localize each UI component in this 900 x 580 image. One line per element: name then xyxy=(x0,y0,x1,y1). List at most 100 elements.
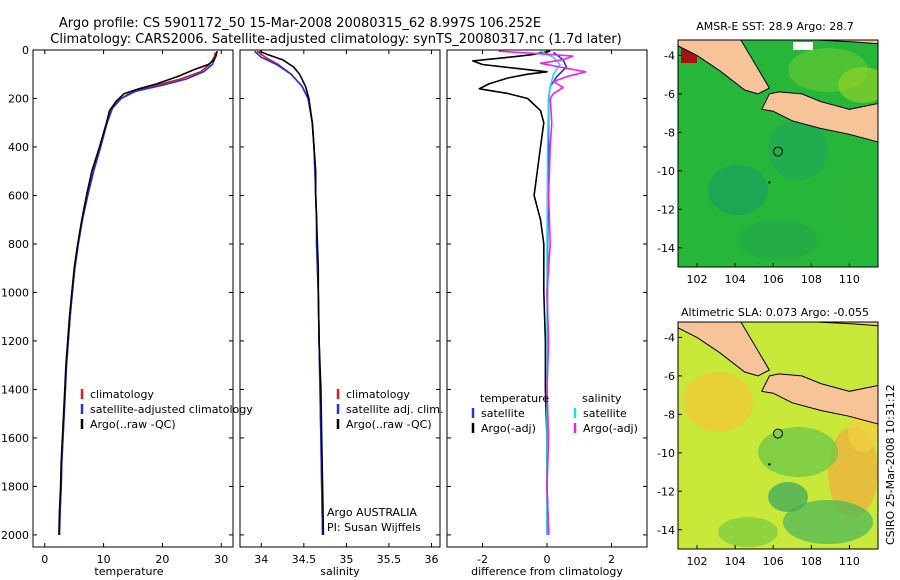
legend-entry: satellite xyxy=(481,407,525,420)
y-tick-label: 1600 xyxy=(1,432,29,445)
x-tick-label: 35.5 xyxy=(377,553,402,566)
y-tick-label: 1000 xyxy=(1,286,29,299)
x-tick-label: -2 xyxy=(477,553,488,566)
temperature-panel: 0 200 400 600 800 1000 1200 1400 1600 1800 2000 0 1… xyxy=(1,44,253,578)
map-x-tick-label: 104 xyxy=(725,273,746,286)
legend-entry: satellite adj. clim. xyxy=(346,403,443,416)
temperature-series xyxy=(58,51,218,535)
map-x-tick-label: 102 xyxy=(687,273,708,286)
series-line-blue xyxy=(58,52,218,535)
sla-map-title: Altimetric SLA: 0.073 Argo: -0.055 xyxy=(681,306,869,319)
difference-legend: temperature salinity satellite Argo(-adj) sa… xyxy=(471,392,638,435)
credit-label: CSIRO 25-Mar-2008 10:31:12 xyxy=(884,384,897,545)
salinity-panel: 34 34.5 35 35.5 36 salinity climatology satel… xyxy=(239,49,443,578)
map-y-tick-label: -14 xyxy=(657,524,675,537)
sst-map-body xyxy=(678,40,878,267)
temperature-legend: climatology satellite-adjusted climatolog… xyxy=(80,388,253,431)
sla-patch xyxy=(758,427,838,477)
x-tick-label: 0 xyxy=(544,553,551,566)
sla-patch xyxy=(718,517,778,547)
land-mass xyxy=(761,373,878,425)
map-y-tick-label: -4 xyxy=(664,331,675,344)
y-tick-label: 2000 xyxy=(1,529,29,542)
temperature-axes-frame xyxy=(32,49,234,548)
sla-map-frame xyxy=(677,321,879,550)
map-x-tick-label: 108 xyxy=(801,273,822,286)
sst-patch xyxy=(768,120,828,180)
map-x-tick-label: 102 xyxy=(687,555,708,568)
legend-entry: Argo(..raw -QC) xyxy=(90,418,176,431)
map-x-tick-label: 108 xyxy=(801,555,822,568)
figure-title-line2: Climatology: CARS2006. Satellite-adjuste… xyxy=(50,32,622,47)
x-tick-label: 34 xyxy=(254,553,268,566)
map-y-tick-label: -14 xyxy=(657,242,675,255)
land-mass xyxy=(761,91,878,143)
legend-entry: Argo(-adj) xyxy=(481,422,536,435)
series-line-black xyxy=(259,50,325,535)
series-line-red xyxy=(58,52,217,535)
difference-xlabel: difference from climatology xyxy=(471,565,623,578)
series-line-blue xyxy=(546,51,568,535)
difference-panel: -2 0 2 difference from climatology tempera… xyxy=(446,49,648,578)
salinity-xlabel: salinity xyxy=(320,565,360,578)
figure-title-line1: Argo profile: CS 5901172_50 15-Mar-2008 … xyxy=(59,16,541,31)
x-tick-label: 20 xyxy=(155,553,169,566)
map-x-tick-label: 110 xyxy=(839,273,860,286)
land-mass xyxy=(678,322,771,377)
map-x-tick-label: 110 xyxy=(839,555,860,568)
y-tick-label: 800 xyxy=(8,238,29,251)
land-mass xyxy=(816,322,878,327)
temperature-y-ticks: 0 200 400 600 800 1000 1200 1400 1600 1800 2000 xyxy=(1,44,29,542)
y-tick-label: 1800 xyxy=(1,480,29,493)
x-tick-label: 10 xyxy=(97,553,111,566)
argo-float-marker xyxy=(773,146,783,157)
map-y-tick-label: -6 xyxy=(664,370,675,383)
salinity-axes-frame xyxy=(239,49,441,548)
legend-entry: climatology xyxy=(346,388,410,401)
x-tick-label: 30 xyxy=(214,553,228,566)
sst-map-panel: AMSR-E SST: 28.9 Argo: 28.7 102 104 106 108… xyxy=(657,20,879,286)
difference-series xyxy=(472,50,587,535)
map-y-tick-label: -12 xyxy=(657,203,675,216)
map-x-tick-label: 106 xyxy=(763,273,784,286)
sla-patch xyxy=(783,500,873,544)
x-tick-label: 0 xyxy=(41,553,48,566)
land-mass xyxy=(816,40,878,45)
y-tick-label: 400 xyxy=(8,141,29,154)
salinity-legend: climatology satellite adj. clim. Argo(..ra… xyxy=(336,388,443,431)
x-tick-label: 35 xyxy=(339,553,353,566)
sla-map-panel: Altimetric SLA: 0.073 Argo: -0.055 102 10… xyxy=(657,306,879,568)
series-line-magenta xyxy=(498,50,587,535)
land-mass xyxy=(678,40,771,95)
salinity-series xyxy=(253,50,325,535)
map-y-tick-label: -10 xyxy=(657,165,675,178)
map-x-tick-label: 106 xyxy=(763,555,784,568)
series-line-black xyxy=(58,51,218,535)
sla-patch xyxy=(683,372,753,432)
y-tick-label: 1400 xyxy=(1,383,29,396)
legend-entry: satellite xyxy=(583,407,627,420)
y-tick-label: 200 xyxy=(8,92,29,105)
argo-float-marker xyxy=(773,428,783,439)
map-y-tick-label: -10 xyxy=(657,447,675,460)
sst-map-title: AMSR-E SST: 28.9 Argo: 28.7 xyxy=(696,20,854,33)
sst-patch xyxy=(708,165,768,215)
salinity-x-ticks: 34 34.5 35 35.5 36 xyxy=(240,49,440,566)
map-x-tick-label: 104 xyxy=(725,555,746,568)
map-y-tick-label: -4 xyxy=(664,49,675,62)
map-y-tick-label: -8 xyxy=(664,126,675,139)
legend-entry: Argo(..raw -QC) xyxy=(346,418,432,431)
legend-heading-temperature: temperature xyxy=(480,392,549,405)
float-owner-annotation: Argo AUSTRALIA xyxy=(327,506,417,519)
temperature-x-ticks: 0 10 20 30 xyxy=(33,49,233,566)
y-tick-label: 0 xyxy=(22,44,29,57)
island-marker xyxy=(768,463,771,466)
map-y-tick-label: -8 xyxy=(664,408,675,421)
map-y-tick-label: -12 xyxy=(657,485,675,498)
x-tick-label: 2 xyxy=(608,553,615,566)
sst-map-frame xyxy=(677,39,879,268)
island-marker xyxy=(768,181,771,184)
pi-annotation: PI: Susan Wijffels xyxy=(327,521,421,534)
sla-patch xyxy=(768,482,808,512)
sst-patch xyxy=(738,220,818,260)
